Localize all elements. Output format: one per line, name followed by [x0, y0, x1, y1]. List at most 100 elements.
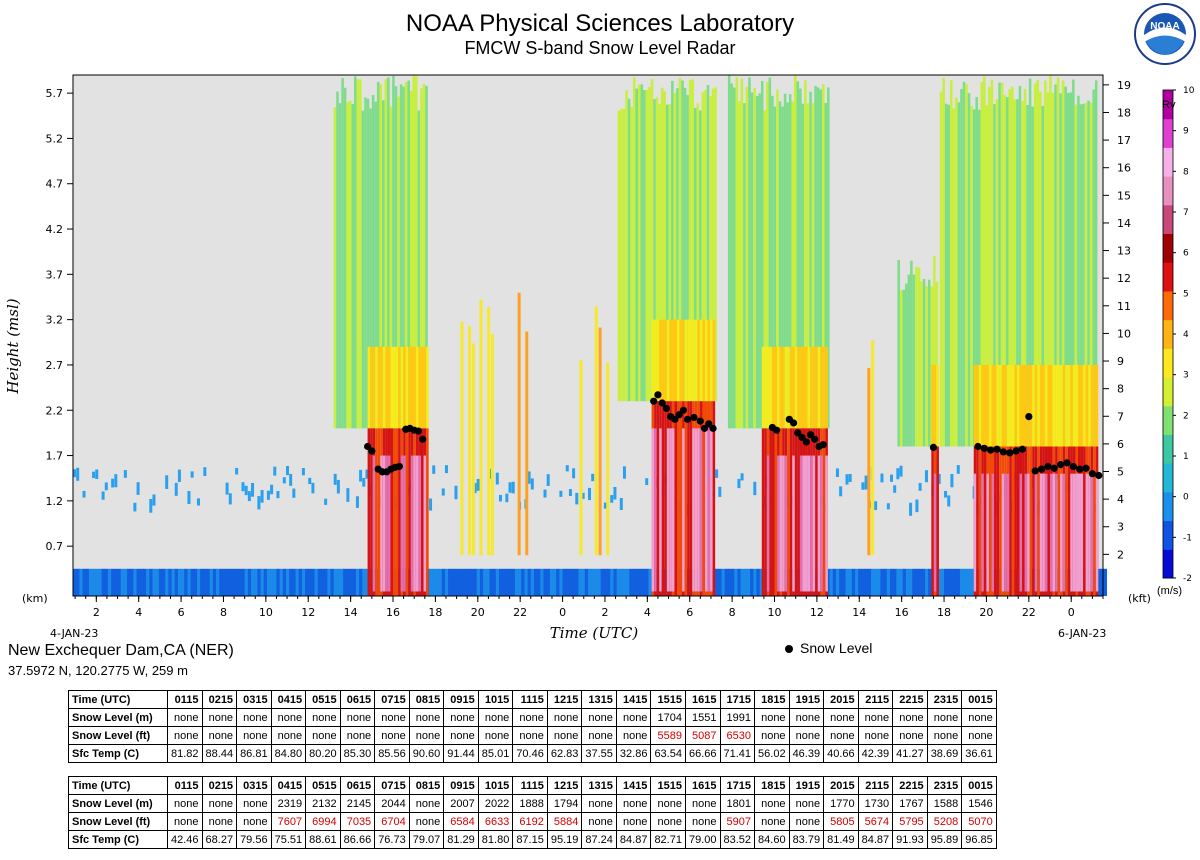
precip-upper-cell: [809, 91, 812, 429]
table-cell: 1915: [788, 690, 825, 709]
precip-mid-cell: [702, 319, 705, 402]
y-tick-label-right: 2: [1117, 548, 1124, 561]
table-row-label: Snow Level (m): [68, 794, 168, 813]
y-tick-label-right: 7: [1117, 410, 1124, 423]
colorbar-cell: [1163, 348, 1173, 378]
precip-upper-cell: [407, 80, 410, 429]
x-tick-label: 0: [1068, 606, 1075, 619]
clear-air-cell: [212, 568, 217, 596]
clear-air-cell: [136, 568, 141, 596]
clear-air-cell: [622, 466, 626, 479]
precip-core-cell: [692, 428, 695, 592]
snow-level-point: [773, 426, 781, 434]
clear-air-cell: [432, 568, 437, 596]
precip-mid-cell: [387, 346, 391, 429]
precip-upper-cell: [960, 88, 963, 447]
precip-upper-cell: [627, 98, 631, 402]
x-tick-label: 22: [513, 606, 527, 619]
snow-level-point: [819, 441, 827, 449]
snow-level-point: [806, 431, 815, 439]
colorbar-cell: [1163, 520, 1173, 550]
precip-upper-cell: [965, 83, 968, 447]
table-cell: 5907: [719, 812, 756, 831]
clear-air-cell: [953, 568, 958, 596]
clear-air-cell: [959, 568, 964, 596]
clear-air-cell: [241, 568, 246, 596]
precip-upper-cell: [341, 78, 344, 429]
precip-rain-cell: [656, 401, 660, 596]
clear-air-cell: [537, 568, 542, 596]
clear-air-cell: [317, 568, 322, 596]
precip-upper-cell: [1013, 99, 1017, 447]
precip-mid-cell: [400, 346, 404, 429]
table-cell: none: [477, 708, 514, 727]
precip-upper-cell: [346, 101, 349, 429]
table-cell: 1415: [615, 690, 652, 709]
clear-air-cell: [441, 488, 445, 496]
cloud-streak: [594, 306, 598, 556]
precip-mid-cell: [403, 346, 406, 429]
clear-air-cell: [340, 568, 345, 596]
precip-mid-cell: [704, 319, 708, 402]
clear-air-cell: [349, 568, 354, 596]
precip-core-cell: [669, 428, 672, 592]
precip-rain-cell: [976, 446, 979, 596]
clear-air-cell: [622, 568, 627, 596]
clear-air-cell: [829, 568, 834, 596]
precip-upper-cell: [735, 77, 739, 429]
precip-upper-cell: [1061, 80, 1065, 447]
snow-level-point: [363, 442, 372, 451]
precip-mid-cell: [405, 346, 409, 429]
precip-upper-cell: [415, 76, 418, 429]
clear-air-cell: [263, 568, 268, 596]
precip-upper-cell: [977, 109, 981, 447]
table-cell: 0515: [305, 690, 341, 709]
clear-air-cell: [333, 568, 338, 596]
precip-mid-cell: [1093, 364, 1096, 447]
clear-air-cell: [146, 568, 151, 596]
snow-level-point: [798, 433, 806, 442]
table-cell: 79.56: [236, 830, 272, 849]
precip-mid-cell: [669, 319, 672, 402]
precip-upper-cell: [990, 79, 994, 447]
table-cell: 5589: [650, 726, 686, 745]
precip-upper-cell: [1084, 102, 1088, 447]
precip-rain-cell: [405, 428, 409, 596]
colorbar-tick-label: 6: [1183, 249, 1189, 259]
clear-air-cell: [114, 474, 118, 488]
table-cell: none: [167, 708, 203, 727]
table-cell: 63.54: [650, 744, 686, 763]
snow-level-point: [1018, 445, 1027, 453]
table-cell: none: [201, 812, 238, 831]
clear-air-cell: [715, 469, 719, 478]
radar-chart: 2 4 6 8 10 12 14 16 18 20 22 0 2 4 6 8 10 12 14 16 18 20 22 00.…: [4, 74, 1195, 640]
precip-mid-cell: [1088, 364, 1091, 447]
precip-upper-cell: [791, 101, 794, 429]
table-cell: 0215: [201, 776, 238, 795]
precip-core-cell: [654, 428, 657, 592]
y-tick-label-right: 16: [1117, 162, 1131, 175]
precip-mid-cell: [1072, 364, 1076, 447]
precip-mid-cell: [994, 364, 997, 447]
clear-air-cell: [883, 568, 888, 596]
snow-level-point: [993, 445, 1001, 453]
precip-upper-cell: [988, 86, 991, 447]
snow-level-point: [1006, 449, 1014, 457]
clear-air-cell: [101, 568, 106, 596]
precip-upper-cell: [1072, 79, 1075, 447]
clear-air-cell: [111, 478, 115, 488]
clear-air-cell: [289, 568, 294, 596]
table-cell: 96.85: [961, 830, 997, 849]
clear-air-cell: [756, 568, 761, 596]
precip-upper-cell: [732, 87, 736, 429]
clear-air-cell: [152, 494, 156, 506]
clear-air-cell: [133, 568, 138, 596]
precip-rain-cell: [664, 401, 667, 596]
precip-upper-cell: [998, 82, 1001, 447]
precip-upper-cell: [1066, 93, 1070, 447]
table-cell: 5884: [546, 812, 583, 831]
precip-mid-cell: [807, 346, 811, 429]
clear-air-cell: [149, 498, 153, 513]
precip-mid-cell: [692, 319, 695, 402]
clear-air-cell: [101, 491, 105, 500]
